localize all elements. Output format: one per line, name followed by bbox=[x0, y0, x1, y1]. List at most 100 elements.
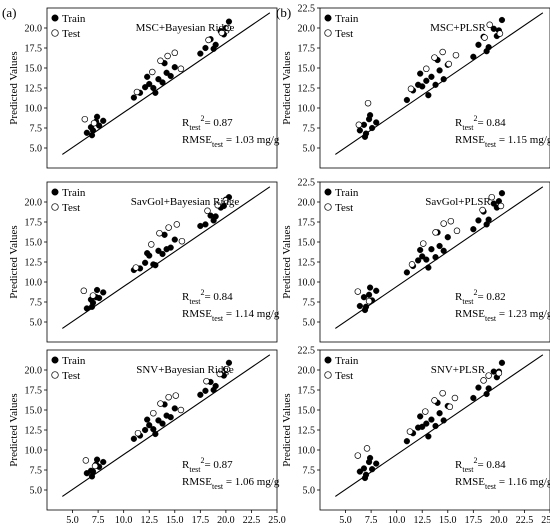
test-point bbox=[134, 429, 142, 437]
y-tick-label: 20.0 bbox=[298, 198, 316, 209]
test-point bbox=[432, 229, 439, 236]
panel-column-label-a: (a) bbox=[2, 5, 16, 20]
train-point bbox=[417, 246, 424, 254]
legend-test-marker bbox=[324, 29, 332, 37]
train-point bbox=[146, 80, 153, 88]
r2-label: R bbox=[182, 291, 190, 303]
r2-label: R bbox=[182, 117, 190, 129]
scatter-panel-6: 5.0 7.5 10.0 12.5 15.0 17.5 20.0 22.5 5.0 7.5 10.0… bbox=[281, 346, 550, 526]
r2-label: R bbox=[455, 117, 463, 129]
train-point bbox=[142, 84, 149, 91]
test-point bbox=[452, 51, 460, 59]
y-tick-label: 22.5 bbox=[298, 346, 316, 357]
y-tick-label: 5.0 bbox=[303, 486, 316, 497]
test-point bbox=[222, 197, 230, 204]
rmse-subscript: test bbox=[212, 482, 224, 491]
r2-subscript: test bbox=[189, 297, 201, 306]
legend: Train Test bbox=[51, 355, 86, 382]
train-point bbox=[403, 438, 410, 445]
r2-annotation: Rtest2= 0.87 bbox=[182, 456, 233, 474]
train-point bbox=[361, 474, 369, 482]
r2-subscript: test bbox=[462, 297, 474, 306]
scatter-panel-4: 5.0 7.5 10.0 12.5 15.0 17.5 20.0 22.5 Predicted … bbox=[281, 178, 550, 343]
train-point bbox=[444, 234, 451, 241]
train-point bbox=[144, 416, 151, 423]
test-point bbox=[81, 115, 89, 123]
legend: Train Test bbox=[51, 187, 86, 214]
r2-label: R bbox=[182, 459, 190, 471]
legend-train-label: Train bbox=[62, 355, 86, 367]
rmse-value: = 1.23 mg/g bbox=[496, 308, 550, 320]
y-tick-label: 12.5 bbox=[25, 84, 43, 95]
train-point bbox=[83, 305, 90, 312]
y-tick-label: 20.0 bbox=[298, 366, 316, 377]
train-point bbox=[423, 256, 430, 263]
test-point bbox=[214, 201, 221, 209]
train-point bbox=[197, 50, 204, 57]
x-tick-label: 17.5 bbox=[192, 515, 210, 526]
train-point bbox=[419, 83, 426, 90]
y-tick-label: 5.0 bbox=[303, 144, 316, 155]
legend-train-marker bbox=[324, 188, 332, 196]
train-point bbox=[225, 18, 233, 25]
legend: Train Test bbox=[51, 13, 86, 40]
scatter-panel-2: 5.0 7.5 10.0 12.5 15.0 17.5 20.0 22.5 Predicted … bbox=[281, 4, 550, 169]
test-point bbox=[497, 202, 505, 210]
test-point bbox=[204, 207, 211, 215]
train-point bbox=[436, 242, 443, 250]
y-tick-label: 7.5 bbox=[303, 124, 316, 135]
train-point bbox=[485, 385, 492, 392]
r2-value: = 0.84 bbox=[477, 459, 506, 471]
y-tick-label: 7.5 bbox=[30, 466, 43, 477]
legend-train-marker bbox=[51, 188, 59, 196]
y-tick-label: 15.0 bbox=[298, 238, 316, 249]
y-tick-label: 17.5 bbox=[25, 44, 43, 55]
train-point bbox=[361, 133, 369, 140]
test-point bbox=[224, 24, 232, 32]
y-tick-label: 10.0 bbox=[298, 278, 316, 289]
train-point bbox=[470, 53, 477, 60]
legend-train-marker bbox=[324, 14, 332, 22]
legend-train-marker bbox=[324, 356, 332, 364]
train-point bbox=[366, 112, 374, 119]
test-point bbox=[354, 288, 362, 295]
scatter-panel-5: 5.0 7.5 10.0 12.5 15.0 17.5 20.0 5.0 7.5 10.0 12.5… bbox=[8, 349, 286, 526]
test-point bbox=[363, 445, 371, 452]
test-point bbox=[447, 217, 455, 225]
rmse-annotation: RMSEtest = 1.15 mg/g bbox=[455, 134, 550, 149]
rmse-subscript: test bbox=[485, 314, 497, 323]
test-point bbox=[481, 34, 488, 41]
train-point bbox=[470, 394, 477, 402]
train-point bbox=[152, 262, 159, 269]
test-point bbox=[157, 57, 164, 65]
train-point bbox=[498, 190, 506, 197]
panel-title: SNV+PLSR bbox=[431, 364, 486, 376]
scatter-panel-1: 5.0 7.5 10.0 12.5 15.0 17.5 20.0 Predicted Valu… bbox=[8, 7, 280, 169]
x-tick-label: 12.5 bbox=[140, 515, 158, 526]
y-axis-label: Predicted Values bbox=[8, 393, 20, 466]
train-point bbox=[167, 414, 174, 421]
test-point bbox=[148, 241, 155, 248]
r2-value: = 0.87 bbox=[204, 117, 233, 129]
panel-title: SNV+Bayesian Ridge bbox=[136, 364, 234, 376]
y-tick-label: 17.5 bbox=[25, 218, 43, 229]
legend-test-label: Test bbox=[62, 28, 80, 40]
y-tick-label: 15.0 bbox=[298, 64, 316, 75]
y-tick-label: 12.5 bbox=[25, 426, 43, 437]
train-point bbox=[423, 420, 430, 427]
rmse-annotation: RMSEtest = 1.23 mg/g bbox=[455, 308, 550, 323]
train-point bbox=[428, 416, 435, 423]
y-tick-label: 12.5 bbox=[298, 426, 316, 437]
rmse-annotation: RMSEtest = 1.16 mg/g bbox=[455, 476, 550, 491]
fit-line bbox=[335, 354, 544, 497]
x-tick-label: 15.0 bbox=[439, 515, 457, 526]
y-tick-label: 5.0 bbox=[30, 144, 43, 155]
train-point bbox=[100, 117, 107, 124]
test-point bbox=[216, 370, 224, 378]
rmse-label: RMSE bbox=[182, 308, 212, 320]
r2-subscript: test bbox=[189, 123, 201, 132]
train-point bbox=[142, 426, 149, 434]
train-point bbox=[210, 386, 217, 394]
y-tick-label: 10.0 bbox=[25, 446, 43, 457]
